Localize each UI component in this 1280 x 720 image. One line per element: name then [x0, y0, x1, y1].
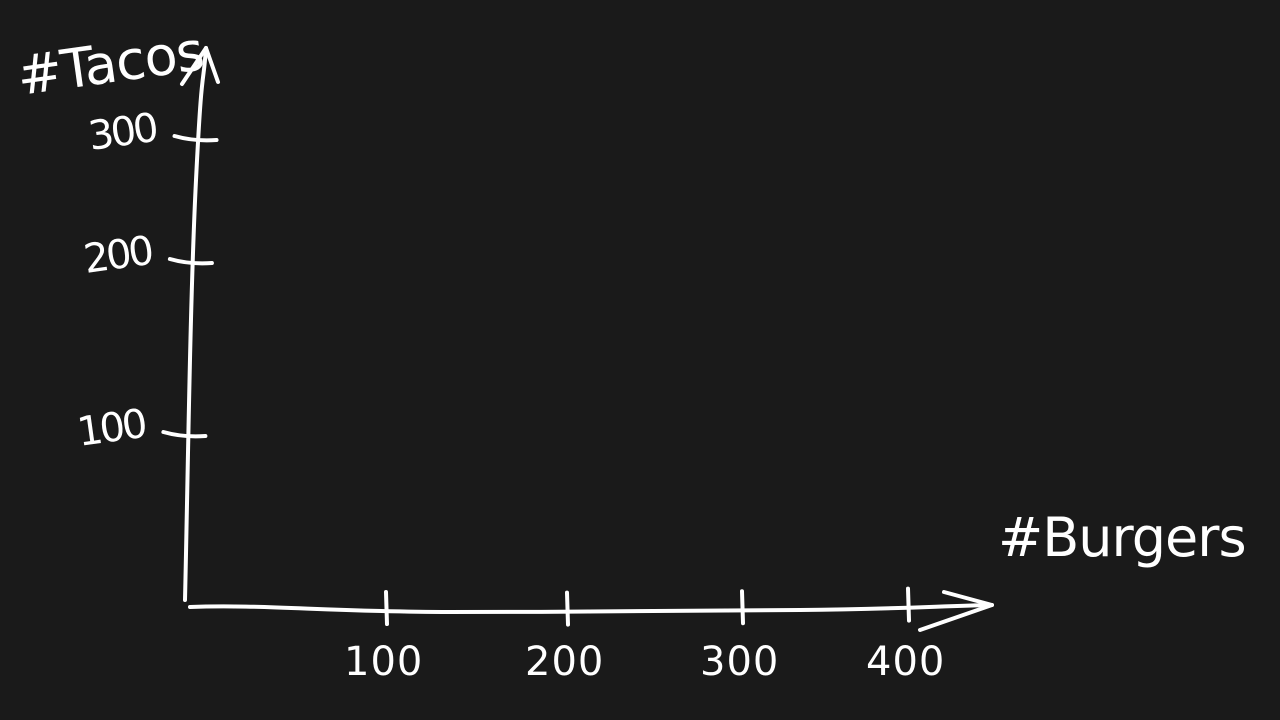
- x-tick-label: 400: [866, 639, 945, 685]
- y-tick-mark: [167, 257, 214, 266]
- x-axis-arrowhead: [918, 590, 994, 632]
- x-tick-mark: [740, 589, 745, 626]
- axes: [180, 46, 994, 632]
- y-tick-label: 100: [74, 401, 148, 456]
- x-tick-label: 300: [700, 639, 779, 685]
- y-tick-mark: [172, 134, 219, 143]
- y-axis-arrowhead: [180, 46, 220, 86]
- y-tick-label: 200: [81, 228, 155, 283]
- tick-marks: [161, 134, 911, 627]
- x-tick-mark: [384, 590, 389, 627]
- y-tick-mark: [161, 430, 208, 439]
- x-tick-mark: [565, 590, 570, 627]
- x-axis-line: [188, 603, 994, 614]
- y-axis-title: #Tacos: [13, 19, 207, 107]
- y-tick-label: 300: [86, 105, 160, 160]
- x-axis-title: #Burgers: [998, 506, 1246, 569]
- tick-labels: 100 200 300 400 100 200 300: [74, 105, 945, 685]
- x-tick-label: 100: [344, 639, 423, 685]
- x-tick-label: 200: [525, 639, 604, 685]
- y-axis-line: [183, 46, 208, 602]
- x-tick-mark: [906, 586, 911, 623]
